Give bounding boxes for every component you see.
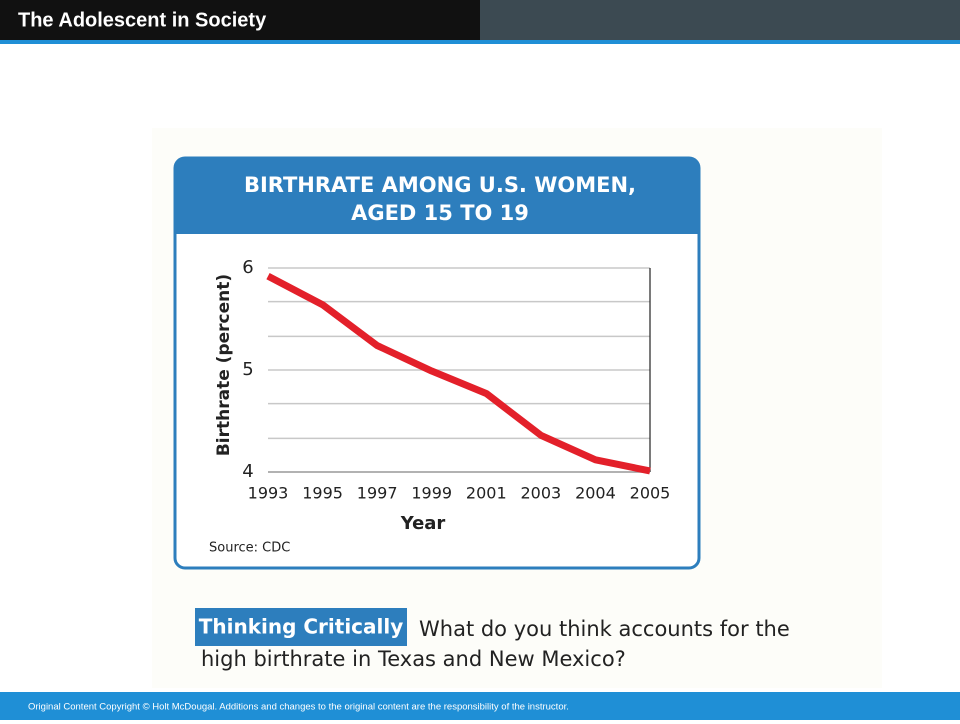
y-tick-label: 6: [242, 257, 253, 278]
header-image: [480, 0, 960, 40]
x-tick-label: 2005: [630, 484, 671, 503]
y-tick-label: 5: [242, 359, 253, 380]
line: [266, 273, 651, 475]
footer-bar: [0, 692, 960, 720]
badge-text: Thinking Critically: [199, 615, 404, 639]
chart-title-line: AGED 15 TO 19: [351, 201, 529, 225]
x-tick-label: 1999: [411, 484, 452, 503]
question-line: What do you think accounts for the: [419, 617, 790, 641]
header-title: The Adolescent in Society: [18, 9, 267, 31]
x-tick-label: 2001: [466, 484, 507, 503]
source: Source: CDC: [209, 541, 290, 556]
x-tick-label: 2003: [520, 484, 561, 503]
chart-title-line: BIRTHRATE AMONG U.S. WOMEN,: [244, 173, 636, 197]
x-tick-label: 1997: [357, 484, 398, 503]
x-tick-label: 1993: [248, 484, 289, 503]
question-line: high birthrate in Texas and New Mexico?: [201, 647, 626, 671]
x-axis-label: Year: [400, 513, 446, 534]
footer-text: Original Content Copyright © Holt McDoug…: [28, 702, 569, 713]
x-tick-label: 1995: [302, 484, 343, 503]
y-tick-label: 4: [242, 461, 253, 482]
y-axis-label: Birthrate (percent): [214, 274, 234, 456]
header-rule: [0, 40, 960, 44]
x-tick-label: 2004: [575, 484, 616, 503]
badge: [195, 608, 407, 646]
chart-header: [175, 158, 699, 234]
